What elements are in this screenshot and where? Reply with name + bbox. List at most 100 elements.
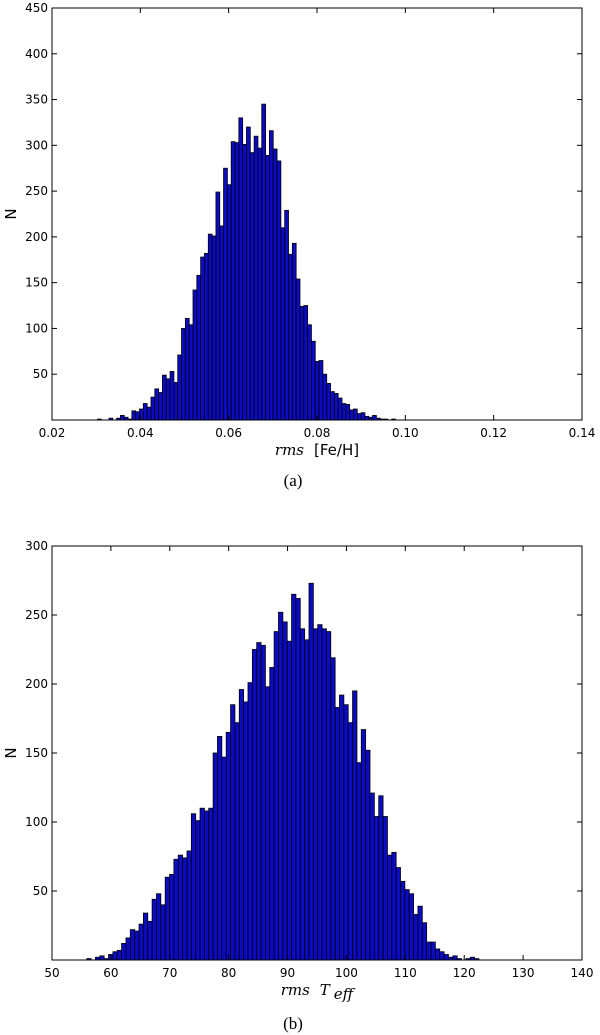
y-tick-label: 150 [25, 746, 48, 760]
x-tick-label: 0.04 [127, 426, 154, 440]
x-axis-label-b: rms T eff [281, 981, 356, 1003]
histogram-bar [430, 941, 436, 961]
histogram-bar [208, 807, 214, 961]
histogram-bar [169, 874, 175, 961]
histogram-bar [151, 898, 157, 961]
histogram-bar [147, 920, 153, 961]
histogram-bar [339, 694, 345, 961]
caption-a: (a) [284, 471, 303, 490]
histogram-bar [378, 795, 384, 961]
histogram-bar [303, 305, 309, 421]
histogram-bar [413, 914, 419, 961]
histogram-bar [134, 930, 140, 961]
histogram-bar [272, 148, 278, 421]
histogram-bar [345, 404, 351, 421]
histogram-bar [150, 396, 156, 421]
histogram-bar [426, 941, 432, 961]
y-tick-label: 300 [25, 539, 48, 553]
x-tick-label: 100 [335, 966, 358, 980]
x-tick-label: 0.10 [392, 426, 419, 440]
histogram-bar [280, 227, 286, 421]
plot-frame-a [51, 7, 583, 421]
histogram-bar [404, 889, 410, 961]
y-tick-label: 100 [25, 815, 48, 829]
y-axis-label-b: N [2, 747, 20, 758]
x-tick-label: 50 [44, 966, 59, 980]
histogram-bar [184, 317, 190, 421]
x-tick-label: 0.08 [304, 426, 331, 440]
y-tick-label: 50 [33, 884, 48, 898]
histogram-bar [317, 624, 323, 961]
histogram-bar [360, 729, 367, 961]
x-tick-label: 130 [512, 966, 535, 980]
histogram-bar [260, 644, 266, 961]
histogram-bar [273, 631, 279, 961]
histogram-bar [286, 640, 292, 961]
x-tick-label: 0.14 [569, 426, 596, 440]
x-tick-label: 110 [394, 966, 417, 980]
histogram-bar [182, 857, 188, 961]
x-axis-ticks-b: 50 60 70 80 90 100 110 120 130 140 [44, 546, 593, 980]
histogram-bar [221, 756, 227, 961]
histogram-bar [217, 736, 223, 961]
y-tick-label: 250 [25, 184, 48, 198]
histogram-bar [186, 850, 192, 961]
y-axis-label-a: N [2, 208, 20, 219]
histogram-bar [400, 880, 406, 961]
x-tick-label: 0.06 [215, 426, 242, 440]
histogram-bars-a [97, 103, 396, 421]
histogram-bar [243, 701, 249, 961]
histogram-bar [288, 253, 293, 421]
histogram-bar [125, 937, 131, 961]
histogram-bar [195, 820, 201, 961]
histogram-bar [131, 410, 137, 421]
x-tick-label: 80 [221, 966, 236, 980]
histogram-bar [199, 807, 205, 961]
histogram-bar [282, 621, 288, 961]
histogram-bar [219, 225, 224, 421]
histogram-bar [291, 593, 297, 961]
histogram-bar [253, 135, 259, 421]
x-tick-label: 0.02 [39, 426, 66, 440]
histogram-bar [321, 628, 327, 961]
histogram-bar [265, 155, 270, 421]
histogram-bar [439, 951, 445, 961]
histogram-bar [347, 722, 353, 961]
histogram-bar [129, 929, 136, 961]
histogram-bar [261, 103, 266, 421]
histogram-bar [142, 912, 149, 961]
histogram-bar [196, 274, 202, 421]
histogram-bar [156, 893, 162, 961]
x-tick-label: 0.12 [480, 426, 507, 440]
x-axis-ticks-a: 0.02 0.04 0.06 0.08 0.10 0.12 0.14 [39, 8, 596, 440]
histogram-bar [165, 378, 171, 421]
histogram-bar [112, 951, 118, 961]
histogram-bar [200, 256, 205, 421]
histogram-bar [291, 242, 297, 421]
histogram-bar [391, 851, 397, 961]
histogram-bar [204, 252, 209, 421]
histogram-bar [434, 948, 441, 961]
histogram-panel-b: 50 60 70 80 90 100 110 120 130 140 50 100 150 200 250… [2, 539, 593, 1033]
y-tick-label: 100 [25, 321, 48, 335]
histogram-bar [164, 876, 170, 961]
y-tick-label: 200 [25, 230, 48, 244]
histogram-bar [173, 858, 179, 961]
histogram-bar [146, 406, 152, 421]
histogram-bar [330, 391, 335, 421]
histogram-bar [452, 955, 458, 961]
histogram-bar [330, 657, 336, 961]
histogram-bar [223, 167, 228, 421]
x-axis-label-sub-b: eff [334, 985, 356, 1003]
x-axis-label-text-a: [Fe/H] [314, 441, 359, 459]
histogram-bar [343, 704, 349, 961]
histogram-bar [234, 722, 240, 961]
histogram-bar [120, 415, 125, 421]
histogram-bar [238, 689, 245, 961]
x-axis-label-math-a: rms [275, 441, 304, 459]
histogram-bar [177, 354, 182, 421]
y-axis-ticks-a: 50 100 150 200 250 300 350 400 450 [25, 1, 582, 381]
histogram-bar [307, 324, 312, 421]
histogram-bar [99, 955, 105, 961]
histogram-bar [138, 923, 144, 961]
